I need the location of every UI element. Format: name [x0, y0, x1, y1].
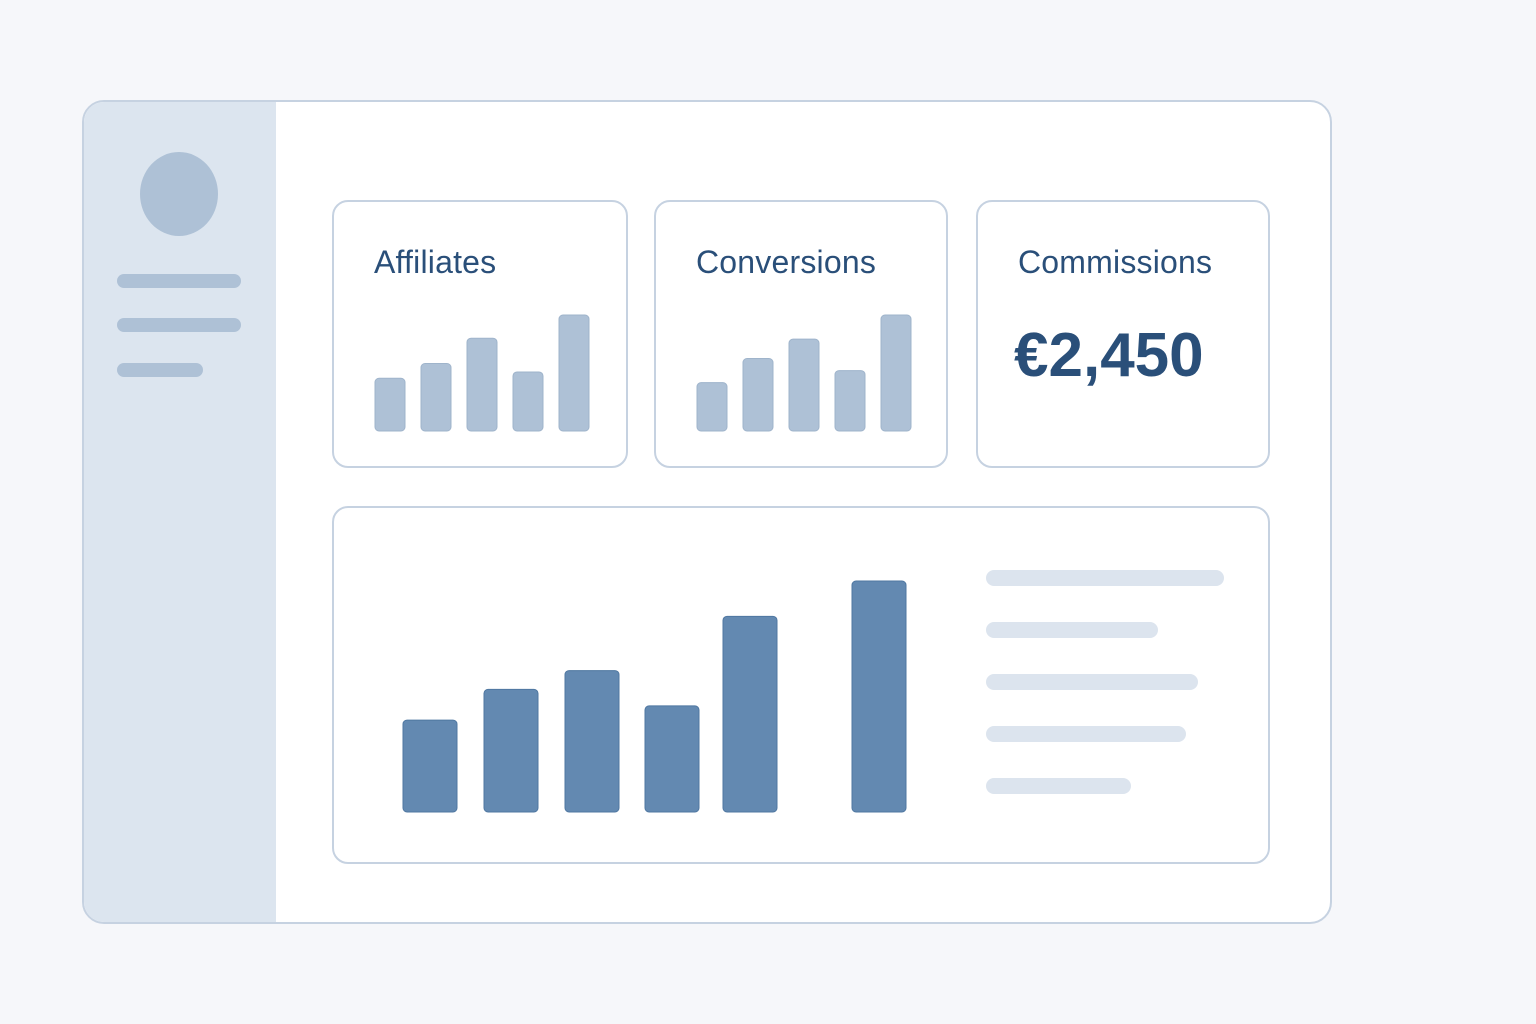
legend-item-4	[986, 726, 1186, 742]
app-window: Affiliates Conversions Commissions €2,45…	[82, 100, 1332, 924]
chart-bar	[466, 337, 498, 432]
chart-bar	[834, 370, 866, 432]
chart-bar	[558, 314, 590, 432]
chart-bar	[696, 382, 728, 432]
sidebar-item-3[interactable]	[117, 363, 203, 377]
conversions-title: Conversions	[696, 244, 877, 280]
affiliates-mini-chart	[374, 314, 590, 432]
sidebar	[84, 102, 276, 922]
affiliates-title: Affiliates	[374, 244, 497, 280]
conversions-card[interactable]: Conversions	[654, 200, 948, 468]
main-bar-chart	[402, 580, 907, 813]
main-chart-card	[332, 506, 1270, 864]
chart-bar	[742, 358, 774, 432]
legend-item-2	[986, 622, 1158, 638]
chart-bar	[402, 719, 458, 813]
legend-item-5	[986, 778, 1131, 794]
commissions-title: Commissions	[1018, 244, 1213, 280]
commissions-card[interactable]: Commissions €2,450	[976, 200, 1270, 468]
affiliates-card[interactable]: Affiliates	[332, 200, 628, 468]
chart-bar	[420, 363, 452, 432]
chart-bar	[788, 338, 820, 432]
chart-bar	[564, 670, 620, 813]
sidebar-item-2[interactable]	[117, 318, 241, 332]
chart-bar	[644, 705, 700, 813]
chart-bar	[722, 615, 778, 813]
commissions-value: €2,450	[1014, 321, 1204, 390]
chart-bar	[851, 580, 907, 813]
chart-bar	[512, 371, 544, 432]
chart-bar	[374, 377, 406, 432]
chart-bar	[880, 314, 912, 432]
conversions-mini-chart	[696, 314, 912, 432]
legend-item-3	[986, 674, 1198, 690]
legend-item-1	[986, 570, 1224, 586]
avatar[interactable]	[140, 152, 218, 236]
chart-bar	[483, 688, 539, 813]
sidebar-item-1[interactable]	[117, 274, 241, 288]
